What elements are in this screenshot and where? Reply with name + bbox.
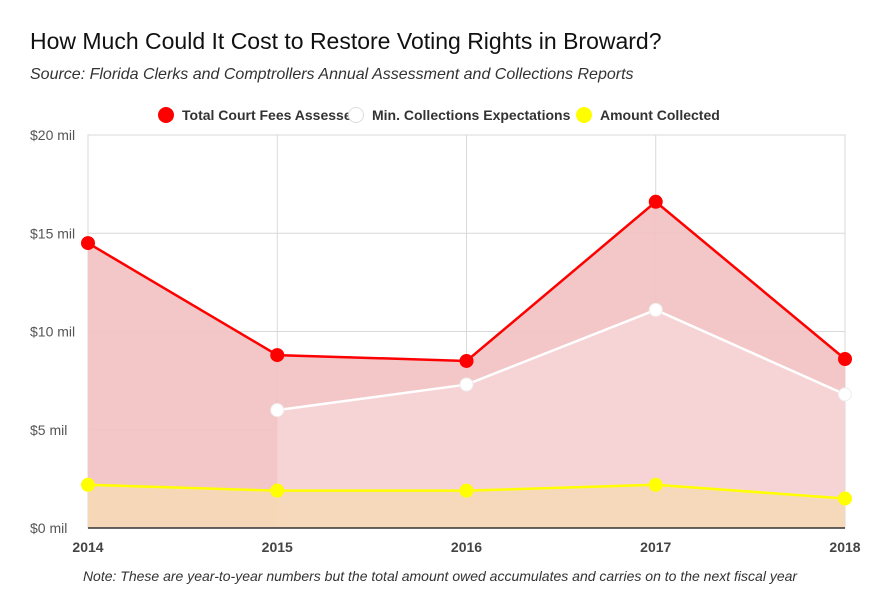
x-tick-label: 2015: [262, 539, 293, 555]
data-point: [838, 491, 852, 506]
data-point: [459, 353, 474, 368]
legend-marker: [348, 107, 364, 123]
x-tick-label: 2018: [829, 539, 860, 555]
chart-area: Total Court Fees Assessed Min. Collection…: [30, 107, 861, 555]
data-point: [838, 387, 852, 402]
data-point: [838, 352, 852, 367]
series-area-2: [277, 309, 845, 528]
data-point: [459, 483, 474, 498]
data-point: [648, 302, 663, 317]
axes: $0 mil $5 mil $10 mil $15 mil $20 mil 2014 201…: [30, 127, 861, 555]
y-tick-label: $10 mil: [30, 324, 75, 340]
y-tick-label: $5 mil: [30, 422, 67, 438]
chart-note: Note: These are year-to-year numbers but…: [82, 568, 798, 584]
series-points: [81, 194, 852, 506]
data-point: [81, 477, 95, 492]
data-point: [270, 483, 285, 498]
legend-label: Min. Collections Expectations: [372, 107, 571, 123]
data-point: [270, 348, 285, 363]
legend: Total Court Fees Assessed Min. Collection…: [158, 107, 720, 123]
y-tick-label: $0 mil: [30, 520, 67, 536]
data-point: [648, 194, 663, 209]
x-tick-label: 2016: [451, 539, 482, 555]
data-point: [270, 403, 285, 418]
x-tick-label: 2017: [640, 539, 671, 555]
data-point: [81, 236, 95, 251]
legend-marker: [158, 107, 174, 123]
legend-label: Amount Collected: [600, 107, 720, 123]
y-tick-label: $20 mil: [30, 127, 75, 143]
legend-label: Total Court Fees Assessed: [182, 107, 360, 123]
chart-title: How Much Could It Cost to Restore Voting…: [30, 28, 662, 54]
data-point: [648, 477, 663, 492]
series-line-2: [277, 308, 846, 412]
x-tick-label: 2014: [72, 539, 103, 555]
data-point: [459, 377, 474, 392]
y-tick-label: $15 mil: [30, 225, 75, 241]
chart-subtitle: Source: Florida Clerks and Comptrollers …: [30, 66, 634, 83]
legend-marker: [576, 107, 592, 123]
